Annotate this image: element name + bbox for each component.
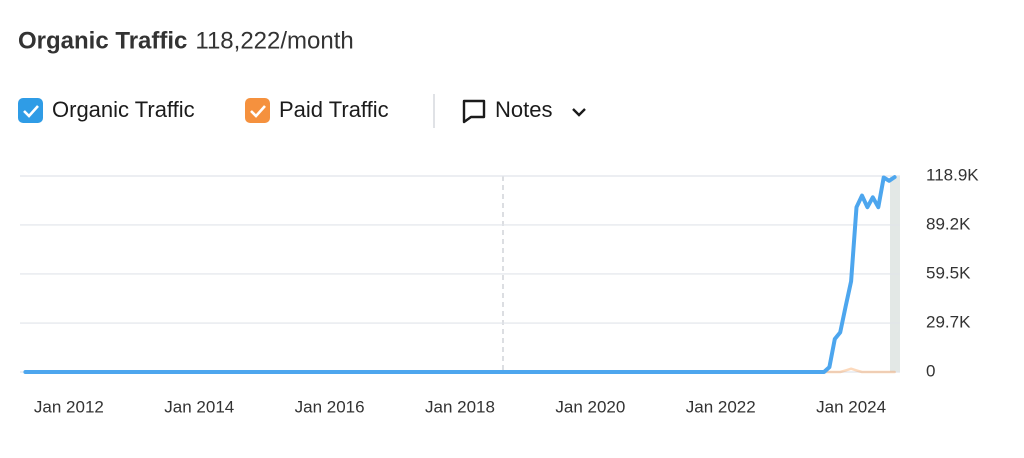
x-tick-label: Jan 2012 <box>34 397 104 416</box>
checkbox[interactable] <box>245 98 270 123</box>
chevron <box>572 108 586 117</box>
notes-label: Notes <box>495 97 552 122</box>
x-tick-label: Jan 2024 <box>816 397 886 416</box>
x-tick-label: Jan 2018 <box>425 397 495 416</box>
y-tick-label: 0 <box>926 361 935 380</box>
y-tick-label: 118.9K <box>926 165 979 184</box>
legend-paid[interactable]: Paid Traffic <box>245 97 389 123</box>
x-tick-label: Jan 2020 <box>555 397 625 416</box>
notes-icon <box>462 99 486 124</box>
legend-label: Paid Traffic <box>279 97 389 122</box>
y-tick-label: 59.5K <box>926 263 971 282</box>
legend-organic[interactable]: Organic Traffic <box>18 97 195 123</box>
chart-title: Organic Traffic <box>18 27 187 54</box>
notes-button[interactable]: Notes <box>462 97 586 124</box>
y-tick-label: 29.7K <box>926 313 971 332</box>
chart-subtitle: 118,222/month <box>195 27 353 54</box>
x-tick-label: Jan 2022 <box>686 397 756 416</box>
checkbox[interactable] <box>18 98 43 123</box>
y-tick-label: 89.2K <box>926 214 971 233</box>
legend-label: Organic Traffic <box>52 97 195 122</box>
x-tick-label: Jan 2014 <box>164 397 234 416</box>
x-tick-label: Jan 2016 <box>295 397 365 416</box>
check-icon <box>23 105 39 118</box>
series-line <box>23 175 897 374</box>
check-icon <box>250 105 266 118</box>
